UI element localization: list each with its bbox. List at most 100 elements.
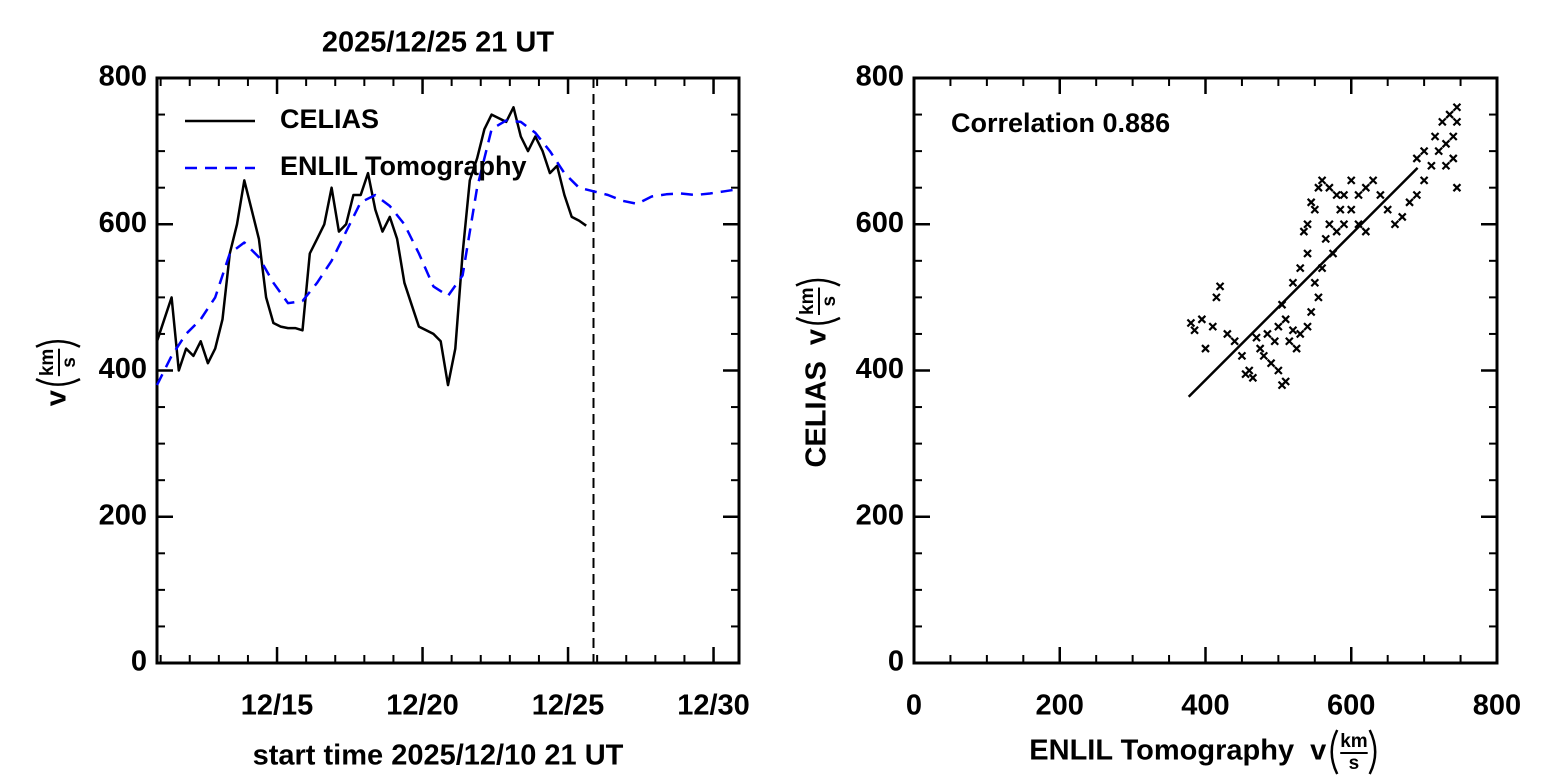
scatter-point (1281, 315, 1290, 324)
scatter-point (1438, 117, 1447, 127)
scatter-point (1190, 326, 1199, 335)
scatter-point (1449, 132, 1458, 141)
axis-label-text: ENLIL Tomography (1029, 735, 1294, 767)
x-tick-label: 600 (1327, 690, 1375, 722)
scatter-point (1346, 205, 1356, 214)
scatter-point (1299, 227, 1309, 236)
axis-label-body: v km s (35, 339, 81, 406)
scatter-point (1281, 377, 1290, 386)
axis-label-body: CELIAS v km s (795, 278, 841, 467)
unit-num: km (1340, 731, 1367, 752)
scatter-point (1310, 205, 1320, 214)
axis-label: ENLIL Tomography v kms (1029, 729, 1377, 775)
scatter-point (1248, 373, 1258, 383)
scatter-point (1325, 183, 1334, 192)
scatter-point (1292, 344, 1301, 353)
scatter-point (1295, 263, 1305, 273)
scatter-point (1252, 333, 1261, 342)
paren (35, 378, 81, 386)
scatter-point (1339, 190, 1349, 200)
axis-label-symbol: v (1310, 735, 1326, 767)
scatter-point (1361, 183, 1371, 192)
x-tick-label: 200 (1036, 690, 1084, 722)
scatter-point (1288, 326, 1298, 335)
axis-label: v km s (35, 339, 81, 406)
x-tick-label: 12/20 (386, 690, 459, 722)
x-tick-label: 800 (1473, 690, 1521, 722)
scatter-point (1419, 176, 1429, 185)
paren (795, 316, 841, 325)
scatter-point (1270, 336, 1280, 346)
scatter-point (1430, 132, 1440, 141)
scatter-point (1317, 176, 1327, 185)
y-tick-label: 200 (99, 499, 147, 531)
scatter-point (1332, 227, 1341, 236)
scatter-point (1441, 161, 1451, 171)
scatter-point (1339, 219, 1349, 229)
y-tick-label: 0 (131, 646, 147, 678)
x-tick-label: 12/15 (241, 690, 314, 722)
scatter-point (1368, 176, 1378, 185)
x-tick-label: 12/25 (532, 690, 605, 722)
unit-num: km (37, 349, 58, 376)
plot-frame (912, 76, 1499, 665)
axis-label-body: ENLIL Tomography v kms (1029, 729, 1377, 775)
scatter-point (1274, 322, 1283, 331)
scatter-point (1452, 183, 1462, 192)
scatter-point (1361, 227, 1371, 236)
scatter-point (1303, 249, 1312, 258)
scatter-point (1306, 198, 1316, 207)
x-tick-label: 400 (1181, 690, 1229, 722)
scatter-point (1419, 146, 1429, 156)
scatter-point (1321, 234, 1331, 244)
unit-num: km (797, 288, 818, 315)
series-line (155, 119, 740, 386)
annotation: Correlation 0.886 (951, 108, 1170, 138)
unit-den: s (1349, 753, 1360, 774)
scatter-point (1197, 315, 1207, 324)
scatter-point (1332, 190, 1341, 200)
scatter-point (1449, 154, 1458, 163)
scatter-point (1263, 329, 1272, 339)
unit-den: s (819, 296, 840, 307)
y-tick-label: 800 (856, 61, 904, 93)
x-tick-label: 0 (906, 690, 922, 722)
scatter-point (1306, 307, 1316, 317)
axis-label-text: CELIAS (801, 361, 833, 467)
scatter-point (1376, 190, 1385, 200)
y-tick-label: 600 (856, 207, 904, 239)
scatter-point (1274, 366, 1283, 375)
scatter-point (1427, 161, 1436, 171)
y-tick-label: 400 (99, 353, 147, 385)
x-tick-label: 12/30 (677, 690, 750, 722)
chart-title: 2025/12/25 21 UT (322, 27, 554, 59)
paren (35, 339, 81, 348)
scatter-point (1186, 318, 1196, 328)
y-tick-label: 600 (99, 207, 147, 239)
scatter-point (1255, 344, 1265, 353)
scatter-point (1208, 322, 1218, 331)
scatter-point (1285, 336, 1294, 346)
paren (1330, 729, 1339, 775)
y-tick-label: 0 (888, 646, 904, 678)
scatter-point (1314, 183, 1323, 192)
scatter-point (1295, 329, 1305, 339)
scatter-point (1215, 282, 1225, 291)
scatter-point (1383, 205, 1392, 214)
y-tick-label: 800 (99, 61, 147, 93)
scatter-point (1452, 102, 1462, 112)
x-axis-label: start time 2025/12/10 21 UT (253, 740, 624, 772)
y-tick-label: 400 (856, 353, 904, 385)
scatter-point (1346, 176, 1356, 185)
scatter-point (1412, 190, 1422, 200)
scatter-point (1452, 117, 1462, 127)
axis-label: CELIAS v km s (795, 278, 841, 467)
scatter-point (1354, 219, 1363, 229)
scatter-point (1441, 139, 1451, 149)
scatter-point (1212, 293, 1221, 302)
scatter-point (1445, 110, 1454, 119)
scatter-point (1244, 366, 1254, 375)
scatter-point (1237, 351, 1247, 361)
axis-label-symbol: v (41, 390, 73, 406)
